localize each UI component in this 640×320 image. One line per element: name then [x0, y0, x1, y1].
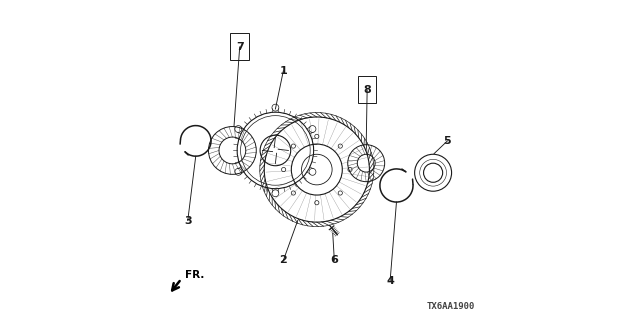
Text: 3: 3 [184, 216, 191, 226]
Text: 7: 7 [236, 42, 244, 52]
Text: 6: 6 [330, 255, 339, 265]
Text: 8: 8 [364, 85, 371, 95]
Text: 2: 2 [280, 255, 287, 265]
Text: 4: 4 [386, 276, 394, 286]
Text: 1: 1 [280, 66, 287, 76]
Text: FR.: FR. [185, 270, 205, 280]
Text: 5: 5 [444, 136, 451, 146]
Text: TX6AA1900: TX6AA1900 [426, 302, 474, 311]
